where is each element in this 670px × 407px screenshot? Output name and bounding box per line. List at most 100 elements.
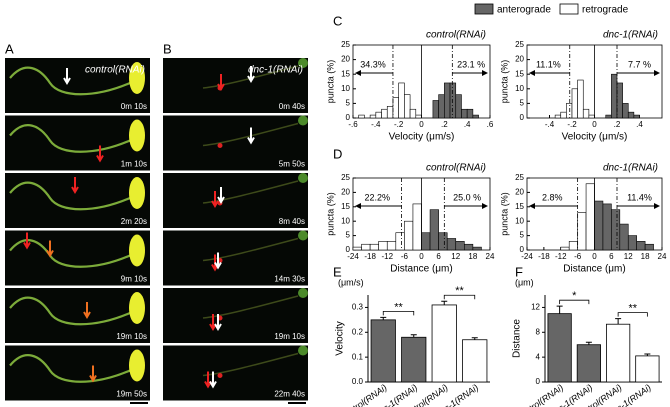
arrow [46,240,54,258]
bar [462,339,488,383]
arrow [63,68,71,85]
y-tick-label: 10 [515,84,524,93]
y-tick-label: 20 [341,188,350,197]
histogram-bar [633,114,640,119]
arrow [211,191,219,208]
arrow [247,127,255,145]
arrow [214,314,222,331]
puncta [217,143,223,148]
histogram-bar [594,200,604,251]
timestamp: 9m 10s [121,275,147,284]
condition-label: dnc-1(RNAi) [248,65,303,76]
x-tick-label: -.6 [348,120,358,129]
histogram-bar [588,114,595,119]
x-tick-label: 12 [451,252,460,261]
arrow [83,302,91,319]
micrograph [163,173,308,228]
histogram-bar [455,241,465,251]
histogram-bar [392,97,399,119]
x-axis-label: Velocity (μm/s) [389,132,455,143]
y-tick-label: 15 [515,69,524,78]
y-axis-label: puncta (%) [325,60,335,104]
y-tick-label: 12 [531,303,540,312]
error-bar [556,305,563,314]
histogram-bar [412,203,422,251]
panel-letter: B [163,41,172,56]
error-bar [471,337,478,340]
legend-swatch [474,3,494,15]
histogram-bar [409,108,417,119]
bar [401,336,427,383]
neurite [202,180,299,204]
x-tick-label: .4 [636,120,643,129]
histogram-bar [369,243,379,251]
y-axis-label: Distance [512,319,523,358]
histogram-bar [398,82,405,119]
x-tick-label: .2 [441,120,448,129]
histogram-bar [616,82,623,119]
timestamp: 14m 30s [274,275,305,284]
histogram-bar [644,243,654,251]
x-tick-label: 6 [609,252,614,261]
x-tick-label: -18 [364,252,376,261]
annotation: 7.7 % [628,59,651,69]
histogram-bar [571,88,578,119]
annotation: 11.1% [536,59,561,69]
histogram-bar [622,103,629,119]
cell-body [129,234,145,267]
cell-body [298,173,308,183]
histogram-bar [404,94,411,119]
significance-bracket [382,310,415,316]
histogram-bar [566,103,573,119]
histogram-bar [554,114,562,119]
micrograph [163,58,308,113]
y-axis-label: puncta (%) [325,192,335,236]
bar [635,355,660,383]
histogram-bar [577,212,587,251]
y-tick-label: 10 [515,216,524,225]
x-tick-label: 24 [486,252,495,261]
histogram-bar [421,232,431,251]
significance-label: ** [628,303,637,315]
histogram-bar [568,241,578,251]
bar [606,323,631,383]
timestamp: 0m 40s [279,102,305,111]
x-tick-label: 6 [436,252,441,261]
y-tick-label: 0.2 [352,327,364,336]
y-tick-label: 0 [346,113,351,122]
y-tick-label: 5 [346,99,351,108]
x-tick-label: 0 [419,252,424,261]
annotation: 2.8% [542,192,563,202]
significance-bracket [443,294,476,300]
histogram-bar [449,82,457,119]
x-tick-label: 18 [468,252,477,261]
panel-letter: A [5,41,14,56]
significance-label: * [572,290,577,302]
histogram-bar [429,209,439,251]
histogram-bar [461,108,468,119]
error-bar [615,318,622,325]
histogram-bar [464,243,474,251]
x-tick-label: -24 [347,252,359,261]
bar [370,319,396,383]
histogram-bar [472,114,479,119]
arrow [214,252,222,270]
annotation: 11.4% [627,192,652,202]
arrow [217,187,225,204]
timestamp: 19m 10s [274,332,305,341]
micrograph [163,288,308,343]
annotation: 22.2% [364,192,390,202]
histogram-bar [438,94,445,119]
y-tick-label: 25 [515,40,524,49]
y-tick-label: 25 [341,173,350,182]
timestamp: 2m 20s [121,217,147,226]
histogram-bar [455,94,462,119]
cell-body [129,292,145,324]
bar [431,304,457,383]
error-bar [644,353,651,356]
neurite [9,124,131,153]
x-tick-label: -6 [401,252,409,261]
y-tick-label: 5 [520,231,525,240]
y-tick-label: 0.0 [352,377,364,386]
x-tick-label: 24 [658,252,667,261]
